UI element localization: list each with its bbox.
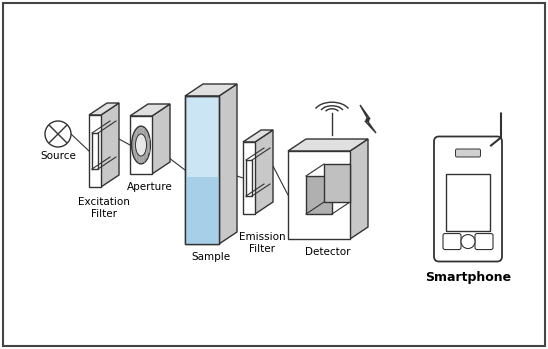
Polygon shape <box>288 151 350 239</box>
Text: Emission
Filter: Emission Filter <box>239 232 286 254</box>
Polygon shape <box>152 104 170 174</box>
FancyBboxPatch shape <box>455 149 481 157</box>
Polygon shape <box>185 84 237 96</box>
Polygon shape <box>255 130 273 214</box>
Polygon shape <box>350 139 368 239</box>
Text: Source: Source <box>40 151 76 161</box>
Ellipse shape <box>135 134 146 156</box>
Polygon shape <box>130 104 170 116</box>
Text: Aperture: Aperture <box>127 182 173 192</box>
Polygon shape <box>185 96 219 244</box>
Polygon shape <box>89 115 101 187</box>
Ellipse shape <box>132 126 150 164</box>
Circle shape <box>45 121 71 147</box>
Text: Excitation
Filter: Excitation Filter <box>78 197 130 218</box>
Polygon shape <box>130 116 152 174</box>
Polygon shape <box>101 103 119 187</box>
FancyBboxPatch shape <box>475 233 493 250</box>
Polygon shape <box>243 142 255 214</box>
Circle shape <box>461 235 475 248</box>
Polygon shape <box>324 164 350 202</box>
FancyBboxPatch shape <box>443 233 461 250</box>
Polygon shape <box>185 177 219 244</box>
Polygon shape <box>288 139 368 151</box>
Bar <box>446 174 490 231</box>
FancyBboxPatch shape <box>3 3 545 346</box>
FancyBboxPatch shape <box>434 136 502 261</box>
Polygon shape <box>306 176 332 214</box>
Polygon shape <box>219 84 237 244</box>
Text: Smartphone: Smartphone <box>425 270 511 283</box>
Polygon shape <box>360 105 376 133</box>
Polygon shape <box>243 130 273 142</box>
Polygon shape <box>89 103 119 115</box>
Text: Detector: Detector <box>305 247 351 257</box>
Text: Sample: Sample <box>191 252 231 262</box>
